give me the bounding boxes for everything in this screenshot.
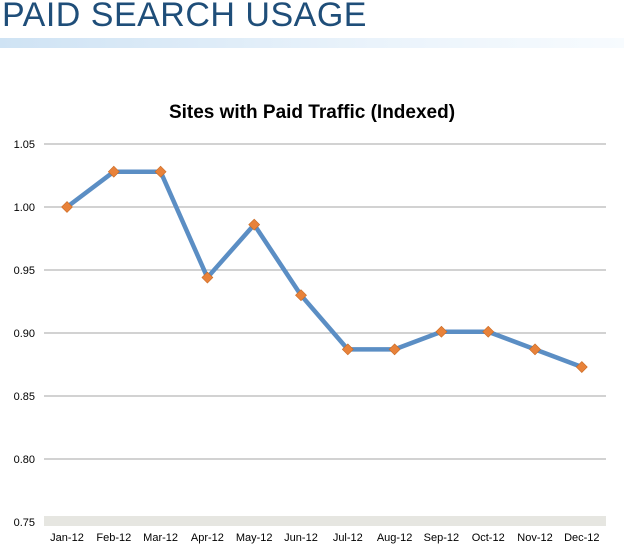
y-tick-label: 0.90 xyxy=(14,328,35,340)
x-tick-label: Feb-12 xyxy=(96,532,131,544)
page-title: PAID SEARCH USAGE xyxy=(2,0,367,34)
series-line xyxy=(64,169,585,370)
data-point-marker xyxy=(575,361,588,373)
data-point-marker xyxy=(61,201,73,213)
x-tick-label: Mar-12 xyxy=(143,532,178,544)
y-tick-label: 0.95 xyxy=(14,265,35,277)
chart-title: Sites with Paid Traffic (Indexed) xyxy=(168,102,456,123)
header-band xyxy=(0,38,624,48)
x-tick-label: Aug-12 xyxy=(377,532,412,544)
y-tick-label: 0.80 xyxy=(14,454,35,466)
x-tick-label: Jan-12 xyxy=(50,532,84,544)
data-point-marker xyxy=(248,218,261,231)
x-tick-label: Sep-12 xyxy=(424,532,459,544)
y-tick-label: 0.85 xyxy=(14,391,35,403)
page-header: PAID SEARCH USAGE xyxy=(0,0,624,48)
x-tick-label: Nov-12 xyxy=(517,532,552,544)
x-tick-label: Jul-12 xyxy=(333,532,363,544)
data-point-marker xyxy=(482,325,495,338)
y-tick-label: 1.00 xyxy=(14,202,35,214)
data-point-marker xyxy=(341,343,354,356)
data-point-marker xyxy=(201,271,214,284)
data-point-marker xyxy=(529,343,541,356)
data-point-marker xyxy=(107,165,120,178)
y-tick-label: 1.05 xyxy=(14,139,35,151)
data-point-marker xyxy=(154,165,167,178)
x-tick-label: Dec-12 xyxy=(564,532,599,544)
x-tick-label: May-12 xyxy=(236,532,273,544)
data-point-marker xyxy=(435,325,448,338)
x-tick-label: Jun-12 xyxy=(284,532,318,544)
y-tick-label: 0.75 xyxy=(14,517,35,529)
data-point-marker xyxy=(388,343,401,356)
x-tick-label: Oct-12 xyxy=(472,532,505,544)
x-tick-label: Apr-12 xyxy=(191,532,224,544)
chart-area: Sites with Paid Traffic (Indexed) xyxy=(0,90,624,549)
data-point-marker xyxy=(295,289,307,302)
x-axis-band xyxy=(44,516,606,526)
